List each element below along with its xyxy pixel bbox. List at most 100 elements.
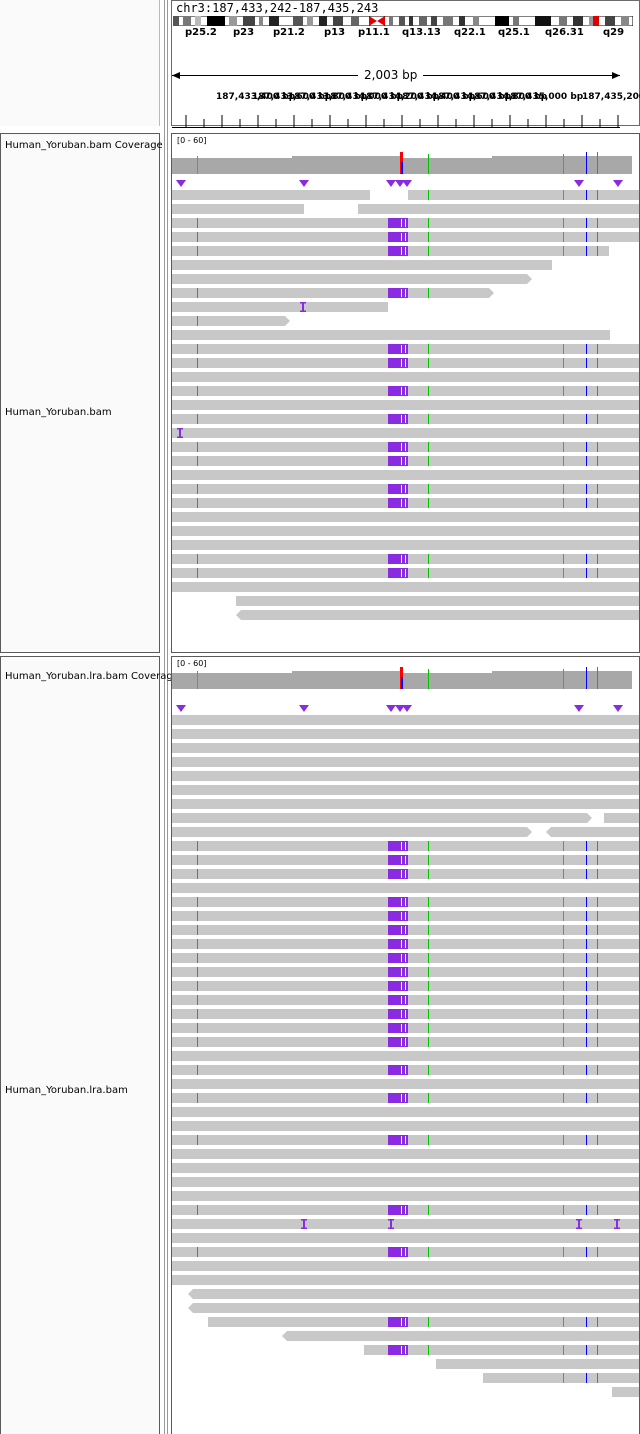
- chromosome-ideogram[interactable]: [173, 16, 633, 26]
- track-data-panel[interactable]: [0 - 60]: [171, 133, 640, 653]
- read-alignment: [172, 512, 639, 522]
- mismatch-mark: [197, 1247, 198, 1257]
- read-alignment: [172, 1079, 639, 1089]
- insertion-gap: [401, 1318, 402, 1326]
- mismatch-mark: [563, 1009, 564, 1019]
- insertion-gap: [405, 345, 406, 353]
- read-alignment: [236, 610, 639, 620]
- mismatch-mark: [197, 246, 198, 256]
- mismatch-mark: [197, 554, 198, 564]
- insertion-block: [388, 1093, 408, 1103]
- read-alignment: [172, 400, 639, 410]
- insertion-i-bar: [177, 428, 183, 430]
- header-name-panel: [0, 0, 160, 126]
- insertion-gap: [405, 233, 406, 241]
- ruler-tick-label: 187,434,600 bp: [432, 92, 512, 102]
- read-alignment: [172, 813, 592, 823]
- mismatch-mark: [428, 1317, 429, 1327]
- coverage-track-name[interactable]: Human_Yoruban.bam Coverage: [5, 140, 163, 151]
- mismatch-mark: [563, 995, 564, 1005]
- insertion-gap: [405, 1010, 406, 1018]
- mismatch-mark: [597, 925, 598, 935]
- mismatch-mark: [563, 1037, 564, 1047]
- mismatch-mark: [586, 442, 587, 452]
- mismatch-mark: [428, 1037, 429, 1047]
- read-alignment: [172, 827, 532, 837]
- read-alignment: [208, 1317, 639, 1327]
- mismatch-mark: [197, 855, 198, 865]
- alignment-area[interactable]: [172, 134, 640, 653]
- read-alignment: [172, 274, 532, 284]
- ruler-tick-label: 187,434,400 bp: [396, 92, 476, 102]
- alignment-area[interactable]: [172, 657, 640, 1434]
- insertion-block: [388, 246, 408, 256]
- mismatch-mark: [428, 855, 429, 865]
- insertion-i-bar: [614, 1219, 620, 1221]
- mismatch-mark: [586, 855, 587, 865]
- mismatch-mark: [597, 1345, 598, 1355]
- mismatch-mark: [586, 939, 587, 949]
- insertion-gap: [405, 219, 406, 227]
- read-alignment: [358, 204, 639, 214]
- insertion-gap: [401, 485, 402, 493]
- mismatch-mark: [586, 568, 587, 578]
- read-alignment: [172, 771, 639, 781]
- mismatch-mark: [428, 841, 429, 851]
- insertion-block: [388, 855, 408, 865]
- mismatch-mark: [563, 358, 564, 368]
- track-data-panel[interactable]: [0 - 60]: [171, 656, 640, 1434]
- insertion-block: [388, 288, 408, 298]
- insertion-gap: [401, 345, 402, 353]
- alignment-track-name[interactable]: Human_Yoruban.bam: [5, 407, 112, 418]
- insertion-gap: [405, 1248, 406, 1256]
- mismatch-mark: [597, 1093, 598, 1103]
- insertion-marker: [386, 180, 396, 187]
- mismatch-mark: [428, 498, 429, 508]
- mismatch-mark: [563, 442, 564, 452]
- mismatch-mark: [563, 344, 564, 354]
- panel-divider[interactable]: [164, 0, 165, 1434]
- track-name-panel[interactable]: Human_Yoruban.bam Coverage Human_Yoruban…: [0, 133, 163, 653]
- mismatch-mark: [597, 190, 598, 200]
- mismatch-mark: [428, 939, 429, 949]
- mismatch-mark: [586, 841, 587, 851]
- insertion-marker: [386, 705, 396, 712]
- span-label: 2,003 bp: [358, 68, 424, 82]
- coverage-track-name[interactable]: Human_Yoruban.lra.bam Coverage: [5, 671, 179, 682]
- locus-label: chr3:187,433,242-187,435,243: [176, 1, 379, 15]
- cytoband-label: q13.13: [402, 27, 441, 38]
- mismatch-mark: [428, 1247, 429, 1257]
- insertion-gap: [401, 1248, 402, 1256]
- mismatch-mark: [563, 414, 564, 424]
- mismatch-mark: [586, 1345, 587, 1355]
- mismatch-mark: [597, 568, 598, 578]
- mismatch-mark: [428, 1093, 429, 1103]
- ruler-tick-label: 187,434,200 bp: [360, 92, 440, 102]
- insertion-block: [388, 1065, 408, 1075]
- mismatch-mark: [563, 218, 564, 228]
- insertion-block: [388, 1135, 408, 1145]
- mismatch-mark: [563, 981, 564, 991]
- track-name-panel[interactable]: Human_Yoruban.lra.bam Coverage Human_Yor…: [0, 656, 179, 1434]
- insertion-gap: [401, 982, 402, 990]
- mismatch-mark: [197, 344, 198, 354]
- alignment-track-name[interactable]: Human_Yoruban.lra.bam: [5, 1085, 128, 1096]
- insertion-gap: [405, 387, 406, 395]
- insertion-block: [388, 232, 408, 242]
- mismatch-mark: [428, 953, 429, 963]
- read-alignment: [172, 372, 639, 382]
- insertion-gap: [405, 1318, 406, 1326]
- mismatch-mark: [586, 1135, 587, 1145]
- insertion-gap: [405, 1038, 406, 1046]
- mismatch-mark: [428, 456, 429, 466]
- span-arrows: [172, 72, 620, 79]
- mismatch-mark: [563, 554, 564, 564]
- read-alignment: [172, 1107, 639, 1117]
- read-alignment: [172, 288, 494, 298]
- insertion-marker: [402, 705, 412, 712]
- mismatch-mark: [597, 1037, 598, 1047]
- mismatch-mark: [586, 498, 587, 508]
- mismatch-mark: [586, 953, 587, 963]
- insertion-gap: [401, 856, 402, 864]
- mismatch-mark: [563, 953, 564, 963]
